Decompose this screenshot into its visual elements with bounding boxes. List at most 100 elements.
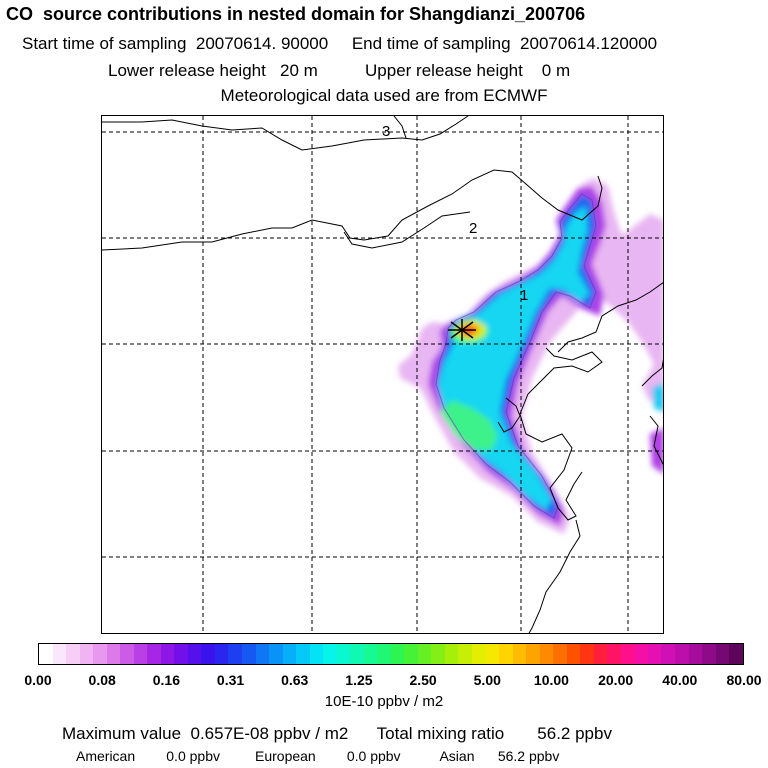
concentration-field <box>398 178 663 534</box>
color-scale-cell <box>309 644 324 664</box>
color-scale-cell <box>580 644 594 664</box>
asian-value: 56.2 ppbv <box>497 748 560 764</box>
color-scale-cell <box>79 644 94 664</box>
color-scale-cell <box>147 644 161 664</box>
border-inner <box>343 211 471 249</box>
max-value: 0.657E-08 ppbv / m2 <box>190 724 349 743</box>
color-scale-cell <box>66 644 80 664</box>
color-scale-cell <box>174 644 188 664</box>
asian-label: Asian <box>439 748 475 764</box>
color-scale-cell <box>160 644 175 664</box>
color-scale-cell <box>52 644 67 664</box>
region-label-2: 2 <box>469 220 478 237</box>
summary-row: Maximum value 0.657E-08 ppbv / m2 Total … <box>62 724 612 744</box>
color-scale-tick-label: 2.50 <box>409 672 437 688</box>
coast-liaodong <box>557 282 663 353</box>
border-mongolia <box>102 169 603 251</box>
color-scale-cell <box>526 644 540 664</box>
plot-title: CO source contributions in nested domain… <box>6 4 586 24</box>
color-scale-cell <box>647 644 662 664</box>
color-scale-cell <box>187 644 202 664</box>
color-scale-cell <box>323 644 337 664</box>
coast-korea <box>641 358 663 387</box>
color-scale-cell <box>607 644 621 664</box>
plume-layer-cyan <box>438 206 590 510</box>
color-scale-cell <box>214 644 229 664</box>
border-northeast <box>393 116 407 139</box>
coastlines <box>102 116 663 633</box>
color-scale-cell <box>566 644 581 664</box>
color-scale-cell <box>620 644 635 664</box>
color-scale-cell <box>133 644 148 664</box>
color-scale-tick-label: 80.00 <box>726 672 762 688</box>
color-scale-cell <box>377 644 391 664</box>
upper-height-value: 0 m <box>541 61 571 80</box>
color-scale-cell <box>39 644 53 664</box>
release-heights: Lower release height 20 m Upper release … <box>108 61 570 81</box>
color-scale-cell <box>661 644 675 664</box>
color-scale-cell <box>120 644 134 664</box>
color-scale-cell <box>553 644 567 664</box>
lat-lon-grid <box>102 116 663 633</box>
color-scale-cell <box>228 644 242 664</box>
color-scale-bar <box>38 643 744 665</box>
color-scale-cell <box>539 644 554 664</box>
max-value-label: Maximum value <box>62 724 182 743</box>
lower-height-value: 20 m <box>280 61 318 80</box>
color-scale-cell <box>404 644 418 664</box>
color-scale-cell <box>106 644 121 664</box>
color-scale-cell <box>715 644 730 664</box>
color-scale-cell <box>702 644 716 664</box>
plume-contour <box>435 193 597 519</box>
color-scale-tick-label: 40.00 <box>662 672 698 688</box>
color-scale-tick-label: 5.00 <box>473 672 501 688</box>
sampling-times: Start time of sampling 20070614. 90000 E… <box>22 34 657 54</box>
color-scale-cell <box>241 644 256 664</box>
color-scale-cell <box>417 644 432 664</box>
color-scale-cell <box>336 644 351 664</box>
lower-height-label: Lower release height <box>108 61 266 80</box>
color-scale-cell <box>282 644 297 664</box>
color-scale-cell <box>499 644 513 664</box>
european-label: European <box>255 748 316 764</box>
region-label-1: 1 <box>520 287 529 304</box>
upper-height-label: Upper release height <box>365 61 523 80</box>
color-scale-tick-label: 0.31 <box>216 672 245 688</box>
color-scale-cell <box>350 644 364 664</box>
color-scale-cell <box>593 644 608 664</box>
map-canvas <box>102 116 663 633</box>
american-value: 0.0 ppbv <box>166 748 220 764</box>
color-scale-cell <box>485 644 500 664</box>
plume-layer-green-b <box>440 400 498 450</box>
color-scale-cell <box>458 644 472 664</box>
color-scale-units: 10E-10 ppbv / m2 <box>324 693 444 710</box>
asterisk-station-icon <box>448 319 476 341</box>
color-scale-cell <box>444 644 459 664</box>
coast-shandong <box>497 397 521 433</box>
plume-east-patch <box>652 382 663 412</box>
color-scale-tick-label: 0.16 <box>152 672 180 688</box>
region-label-3: 3 <box>382 123 391 140</box>
color-scale-cell <box>634 644 648 664</box>
coast-east <box>649 415 663 466</box>
met-data-note: Meteorological data used are from ECMWF <box>220 86 548 105</box>
color-scale-cell <box>674 644 689 664</box>
color-scale-cell <box>688 644 703 664</box>
color-scale-cell <box>729 644 743 664</box>
border-north <box>102 116 469 151</box>
color-scale-cell <box>269 644 283 664</box>
coast-bohai <box>519 347 603 521</box>
color-scale-cell <box>472 644 486 664</box>
color-scale-tick-label: 0.63 <box>281 672 309 688</box>
total-mixing-value: 56.2 ppbv <box>537 724 612 743</box>
color-scale-cell <box>255 644 270 664</box>
color-scale-tick-label: 10.00 <box>533 672 569 688</box>
european-value: 0.0 ppbv <box>346 748 401 764</box>
color-scale-cell <box>512 644 527 664</box>
coast-yellowsea <box>528 519 581 633</box>
american-label: American <box>76 748 136 764</box>
total-mixing-label: Total mixing ratio <box>376 724 505 743</box>
color-scale-cell <box>431 644 445 664</box>
color-scale-tick-label: 1.25 <box>345 672 373 688</box>
end-time-label: End time of sampling <box>351 34 511 53</box>
